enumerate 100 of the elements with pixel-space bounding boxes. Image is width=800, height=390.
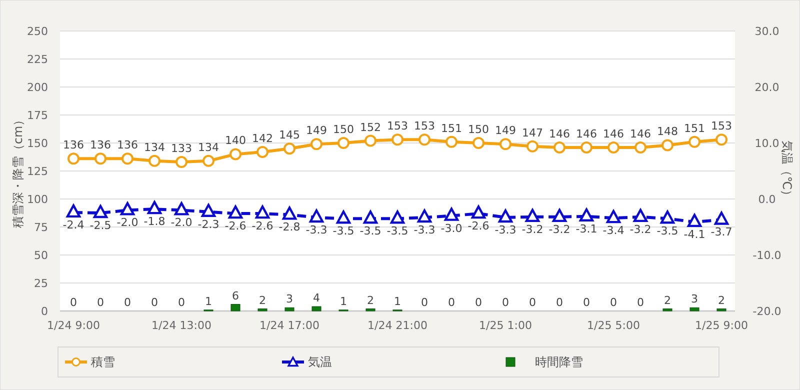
x-tick-label: 1/24 13:00 — [152, 319, 212, 332]
data-label: 153 — [387, 120, 408, 133]
x-tick-label: 1/25 9:00 — [695, 319, 748, 332]
data-label: -3.2 — [630, 222, 652, 236]
y2-tick-label: -20.0 — [752, 305, 782, 318]
data-label: 133 — [171, 142, 192, 156]
point — [120, 202, 135, 216]
point — [471, 205, 486, 219]
data-label: 142 — [252, 132, 273, 145]
point — [68, 152, 80, 165]
data-label: 136 — [117, 138, 138, 152]
point — [500, 138, 512, 150]
y-tick-label: 150 — [27, 137, 48, 150]
point — [176, 156, 188, 168]
legend-label: 時間降雪 — [535, 355, 583, 369]
data-label: 3 — [286, 292, 293, 306]
data-label: -2.0 — [170, 216, 192, 230]
data-label: 1 — [205, 294, 212, 308]
data-label: -2.0 — [116, 216, 138, 230]
point — [338, 137, 350, 149]
y-tick-label: 225 — [27, 53, 48, 66]
y-tick-label: 175 — [27, 109, 48, 122]
data-label: 0 — [151, 296, 158, 309]
data-label: 2 — [664, 294, 671, 307]
x-tick-label: 1/24 21:00 — [368, 319, 428, 332]
data-label: 136 — [90, 138, 111, 152]
point — [284, 142, 296, 155]
point — [444, 208, 459, 221]
legend-label: 気温 — [308, 355, 332, 369]
data-label: -3.4 — [602, 224, 624, 238]
y-tick-label: 100 — [27, 193, 48, 206]
y-tick-label: 50 — [34, 249, 48, 262]
point — [554, 141, 566, 154]
data-label: 0 — [124, 296, 131, 309]
data-label: 0 — [448, 296, 455, 309]
point — [230, 148, 242, 160]
data-label: -2.3 — [198, 218, 220, 231]
data-label: 134 — [198, 140, 219, 154]
point — [94, 152, 106, 165]
data-label: 0 — [475, 296, 482, 309]
data-label: -3.5 — [332, 224, 354, 238]
data-label: -3.5 — [386, 224, 408, 238]
data-label: 150 — [333, 123, 354, 136]
point — [147, 200, 162, 214]
point — [174, 202, 189, 216]
data-label: 149 — [495, 124, 516, 138]
x-tick-label: 1/24 9:00 — [47, 319, 100, 332]
point — [282, 206, 297, 220]
point — [309, 209, 324, 223]
point — [122, 152, 134, 165]
point — [93, 204, 108, 218]
point — [148, 154, 160, 167]
point — [417, 209, 432, 223]
data-label: 153 — [711, 120, 732, 133]
point — [390, 210, 405, 224]
legend-label: 積雪 — [91, 355, 115, 369]
x-tick-label: 1/25 5:00 — [587, 319, 640, 332]
point — [336, 210, 351, 224]
data-label: 0 — [70, 296, 77, 309]
data-label: -3.1 — [576, 222, 598, 236]
data-label: 146 — [630, 127, 651, 140]
data-label: 0 — [97, 296, 104, 309]
x-tick-label: 1/24 17:00 — [260, 319, 320, 332]
data-label: 2 — [367, 294, 374, 307]
data-label: -3.2 — [522, 222, 544, 236]
data-label: 0 — [502, 296, 509, 309]
data-label: 0 — [583, 296, 590, 309]
data-label: -3.3 — [414, 223, 436, 236]
data-label: 0 — [529, 296, 536, 309]
data-label: 0 — [421, 296, 428, 309]
point — [662, 139, 674, 152]
point — [364, 134, 376, 147]
data-label: -2.6 — [224, 220, 246, 233]
point — [498, 209, 513, 223]
data-label: 2 — [718, 294, 725, 307]
data-label: 3 — [691, 292, 698, 306]
point — [716, 134, 728, 146]
point — [687, 214, 702, 228]
y-tick-label: 0 — [41, 305, 48, 318]
y-tick-label: 250 — [27, 25, 48, 38]
data-label: -2.5 — [90, 219, 112, 232]
point — [446, 136, 458, 148]
y-tick-label: 75 — [34, 221, 48, 234]
point — [255, 205, 270, 219]
point — [363, 210, 378, 224]
y2-axis-title: 気温（℃） — [780, 140, 794, 202]
y2-tick-label: -10.0 — [752, 249, 782, 262]
point — [606, 210, 621, 224]
data-label: -3.0 — [440, 222, 462, 235]
point — [688, 136, 700, 148]
point — [202, 154, 214, 167]
point — [633, 208, 648, 222]
data-label: -4.1 — [684, 228, 706, 241]
data-label: 146 — [576, 127, 597, 140]
data-label: 151 — [441, 122, 462, 135]
data-label: 151 — [684, 122, 705, 135]
data-label: 1 — [394, 294, 401, 308]
data-label: 1 — [340, 294, 347, 308]
y-axis-title: 積雪深・降雪（cm） — [11, 114, 25, 228]
point — [552, 208, 567, 222]
